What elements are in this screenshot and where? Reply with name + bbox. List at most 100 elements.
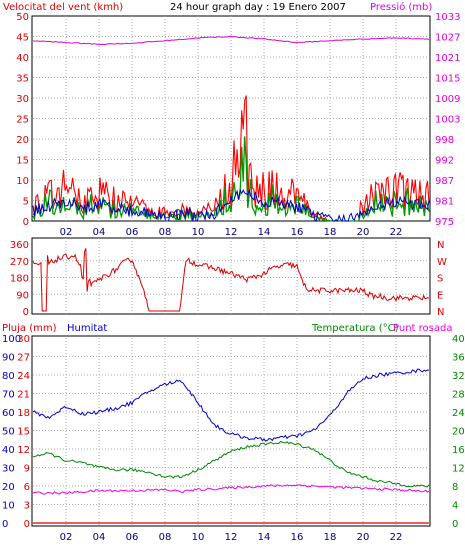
wind-x-tick-label: 18 (324, 227, 337, 238)
wind-x-tick-label: 10 (192, 227, 205, 238)
wind-tick-label: 15 (16, 156, 29, 167)
wind-x-tick-label: 06 (126, 227, 139, 238)
pressure-tick-label: 975 (435, 217, 454, 228)
wind-tick-label: 0 (23, 217, 29, 228)
wind-axis-label: Velocitat del vent (kmh) (3, 2, 123, 13)
dew-point-axis-label: Punt rosada (393, 323, 452, 334)
direction-tick-label: 360 (10, 240, 29, 251)
humidity-tick-label: 30 (2, 464, 15, 475)
humidity-x-tick-label: 22 (390, 532, 403, 543)
rain-tick-label: 12 (17, 445, 30, 456)
rain-tick-label: 18 (17, 408, 30, 419)
humidity-tick-label: 10 (2, 501, 15, 512)
temperature-axis-label: Temperatura (°C) (311, 323, 399, 334)
rain-axis-label: Pluja (mm) (2, 323, 57, 334)
humidity-x-tick-label: 10 (192, 532, 205, 543)
temperature-tick-label: 32 (452, 371, 465, 382)
humidity-tick-label: 40 (2, 445, 15, 456)
compass-label: N (437, 307, 444, 318)
pressure-tick-label: 1015 (435, 74, 460, 85)
humidity-x-tick-label: 08 (159, 532, 172, 543)
rain-tick-label: 15 (17, 427, 30, 438)
rain-tick-label: 27 (17, 353, 30, 364)
wind-x-tick-label: 20 (357, 227, 370, 238)
direction-tick-label: 270 (10, 257, 29, 268)
compass-label: W (437, 257, 447, 268)
wind-tick-label: 50 (16, 12, 29, 23)
pressure-tick-label: 1027 (435, 33, 460, 44)
humidity-tick-label: 90 (2, 353, 15, 364)
wind-average-series (32, 136, 430, 222)
humidity-tick-label: 100 (2, 334, 21, 345)
direction-panel-frame (31, 237, 431, 315)
wind-tick-label: 20 (16, 135, 29, 146)
wind-x-tick-label: 22 (390, 227, 403, 238)
wind-direction-series (32, 248, 430, 312)
temperature-tick-label: 20 (452, 427, 465, 438)
humidity-x-tick-label: 02 (60, 532, 73, 543)
pressure-tick-label: 1003 (435, 115, 460, 126)
wind-x-tick-label: 08 (159, 227, 172, 238)
pressure-series (32, 35, 430, 46)
pressure-tick-label: 987 (435, 176, 454, 187)
pressure-tick-label: 1009 (435, 94, 460, 105)
humidity-x-tick-label: 16 (291, 532, 304, 543)
rain-tick-label: 6 (24, 482, 30, 493)
compass-label: E (437, 290, 443, 301)
direction-tick-label: 180 (10, 274, 29, 285)
direction-tick-label: 90 (16, 290, 29, 301)
temperature-tick-label: 12 (452, 464, 465, 475)
humidity-series (32, 368, 430, 442)
compass-label: N (437, 240, 444, 251)
pressure-tick-label: 1033 (435, 12, 460, 23)
pressure-tick-label: 1021 (435, 53, 460, 64)
humidity-tick-label: 20 (2, 482, 15, 493)
temperature-tick-label: 4 (452, 501, 458, 512)
wind-mean-series (32, 188, 430, 222)
rain-tick-label: 30 (17, 334, 30, 345)
rain-tick-label: 21 (17, 390, 30, 401)
humidity-axis-label: Humitat (67, 323, 107, 334)
rain-tick-label: 0 (24, 519, 30, 530)
pressure-tick-label: 981 (435, 197, 454, 208)
pressure-axis-label: Pressió (mb) (370, 1, 432, 13)
rain-tick-label: 3 (24, 501, 30, 512)
compass-label: S (437, 274, 443, 285)
wind-tick-label: 30 (16, 94, 29, 105)
tick-labels-layer: 0510152025303540455097598198799299810031… (2, 12, 465, 543)
humidity-x-tick-label: 18 (324, 532, 337, 543)
wind-x-tick-label: 12 (225, 227, 238, 238)
temperature-tick-label: 0 (452, 519, 458, 530)
temperature-tick-label: 8 (452, 482, 458, 493)
temperature-tick-label: 24 (452, 408, 465, 419)
humidity-tick-label: 60 (2, 408, 15, 419)
chart-title: 24 hour graph day : 19 Enero 2007 (170, 2, 346, 13)
pressure-tick-label: 998 (435, 135, 454, 146)
series-layer (32, 35, 430, 524)
temperature-series (32, 440, 430, 488)
humidity-tick-label: 0 (2, 519, 8, 530)
pressure-tick-label: 992 (435, 156, 454, 167)
wind-x-tick-label: 14 (258, 227, 271, 238)
humidity-panel-frame (31, 335, 431, 527)
temperature-tick-label: 28 (452, 390, 465, 401)
humidity-tick-label: 80 (2, 371, 15, 382)
humidity-x-tick-label: 04 (93, 532, 106, 543)
rain-tick-label: 24 (17, 371, 30, 382)
direction-tick-label: 0 (23, 307, 29, 318)
wind-tick-label: 5 (23, 197, 29, 208)
wind-x-tick-label: 16 (291, 227, 304, 238)
wind-tick-label: 10 (16, 176, 29, 187)
humidity-tick-label: 70 (2, 390, 15, 401)
dew-point-series (32, 484, 430, 495)
grid-layer (33, 16, 429, 526)
humidity-tick-label: 50 (2, 427, 15, 438)
wind-x-tick-label: 04 (93, 227, 106, 238)
wind-speed-series (32, 95, 430, 222)
humidity-x-tick-label: 20 (357, 532, 370, 543)
humidity-x-tick-label: 06 (126, 532, 139, 543)
wind-x-tick-label: 02 (60, 227, 73, 238)
humidity-x-tick-label: 14 (258, 532, 271, 543)
wind-tick-label: 25 (16, 115, 29, 126)
